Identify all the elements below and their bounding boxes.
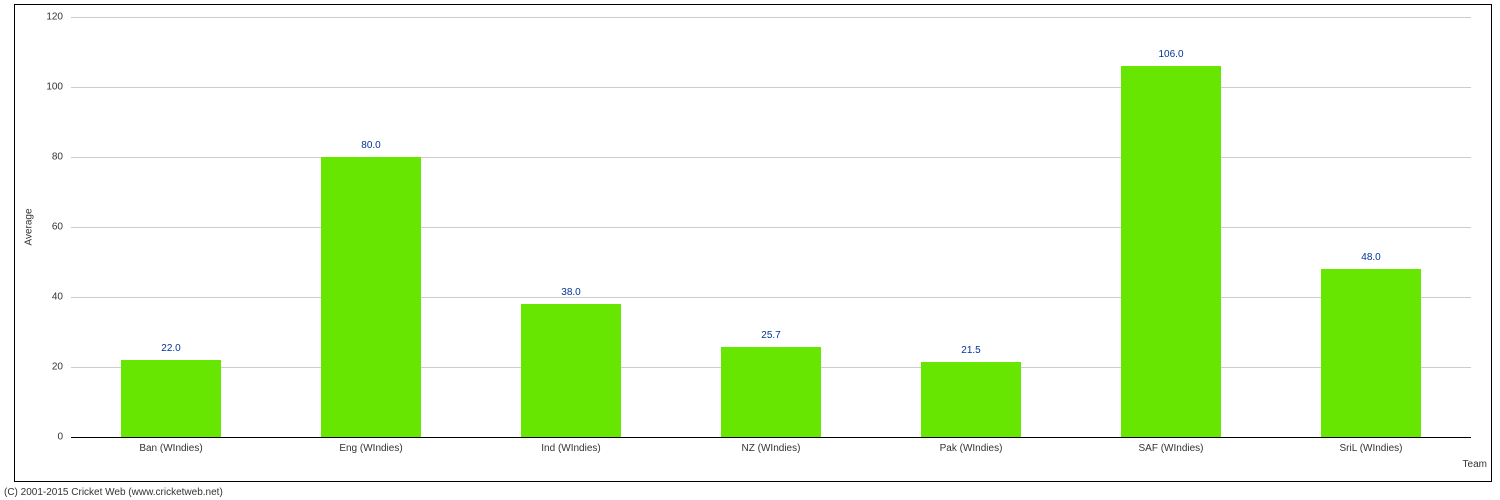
bar-value-label: 25.7: [761, 330, 780, 341]
gridline: [71, 227, 1471, 228]
copyright-text: (C) 2001-2015 Cricket Web (www.cricketwe…: [0, 485, 227, 500]
x-axis-line: [71, 437, 1471, 438]
bar: 106.0: [1121, 66, 1221, 437]
bar-value-label: 21.5: [961, 345, 980, 356]
y-tick-label: 100: [46, 82, 63, 93]
y-tick-label: 80: [52, 152, 63, 163]
x-axis-title: Team: [1463, 459, 1487, 470]
y-tick-label: 0: [57, 432, 63, 443]
bar-value-label: 48.0: [1361, 252, 1380, 263]
y-tick-label: 120: [46, 12, 63, 23]
bar: 48.0: [1321, 269, 1421, 437]
x-tick-label: Ind (WIndies): [541, 443, 600, 454]
gridline: [71, 157, 1471, 158]
bar: 38.0: [521, 304, 621, 437]
x-tick-label: Pak (WIndies): [940, 443, 1003, 454]
bar-value-label: 80.0: [361, 140, 380, 151]
gridline: [71, 87, 1471, 88]
x-tick-label: SAF (WIndies): [1138, 443, 1203, 454]
chart-container: 0 20 40 60 80 100 120 22.0 Ban (WIndies) 80.0 Eng …: [14, 4, 1492, 482]
x-tick-label: Ban (WIndies): [139, 443, 202, 454]
x-tick-label: SriL (WIndies): [1340, 443, 1403, 454]
bar: 22.0: [121, 360, 221, 437]
gridline: [71, 297, 1471, 298]
bar: 21.5: [921, 362, 1021, 437]
y-tick-label: 20: [52, 362, 63, 373]
gridline: [71, 17, 1471, 18]
plot-area: 02040608010012022.0Ban (WIndies)80.0Eng …: [71, 17, 1471, 437]
bar-value-label: 22.0: [161, 343, 180, 354]
bar: 25.7: [721, 347, 821, 437]
y-tick-label: 60: [52, 222, 63, 233]
bar: 80.0: [321, 157, 421, 437]
x-tick-label: Eng (WIndies): [339, 443, 402, 454]
y-axis-title: Average: [24, 208, 35, 245]
y-tick-label: 40: [52, 292, 63, 303]
bar-value-label: 106.0: [1158, 49, 1183, 60]
x-tick-label: NZ (WIndies): [742, 443, 801, 454]
bar-value-label: 38.0: [561, 287, 580, 298]
